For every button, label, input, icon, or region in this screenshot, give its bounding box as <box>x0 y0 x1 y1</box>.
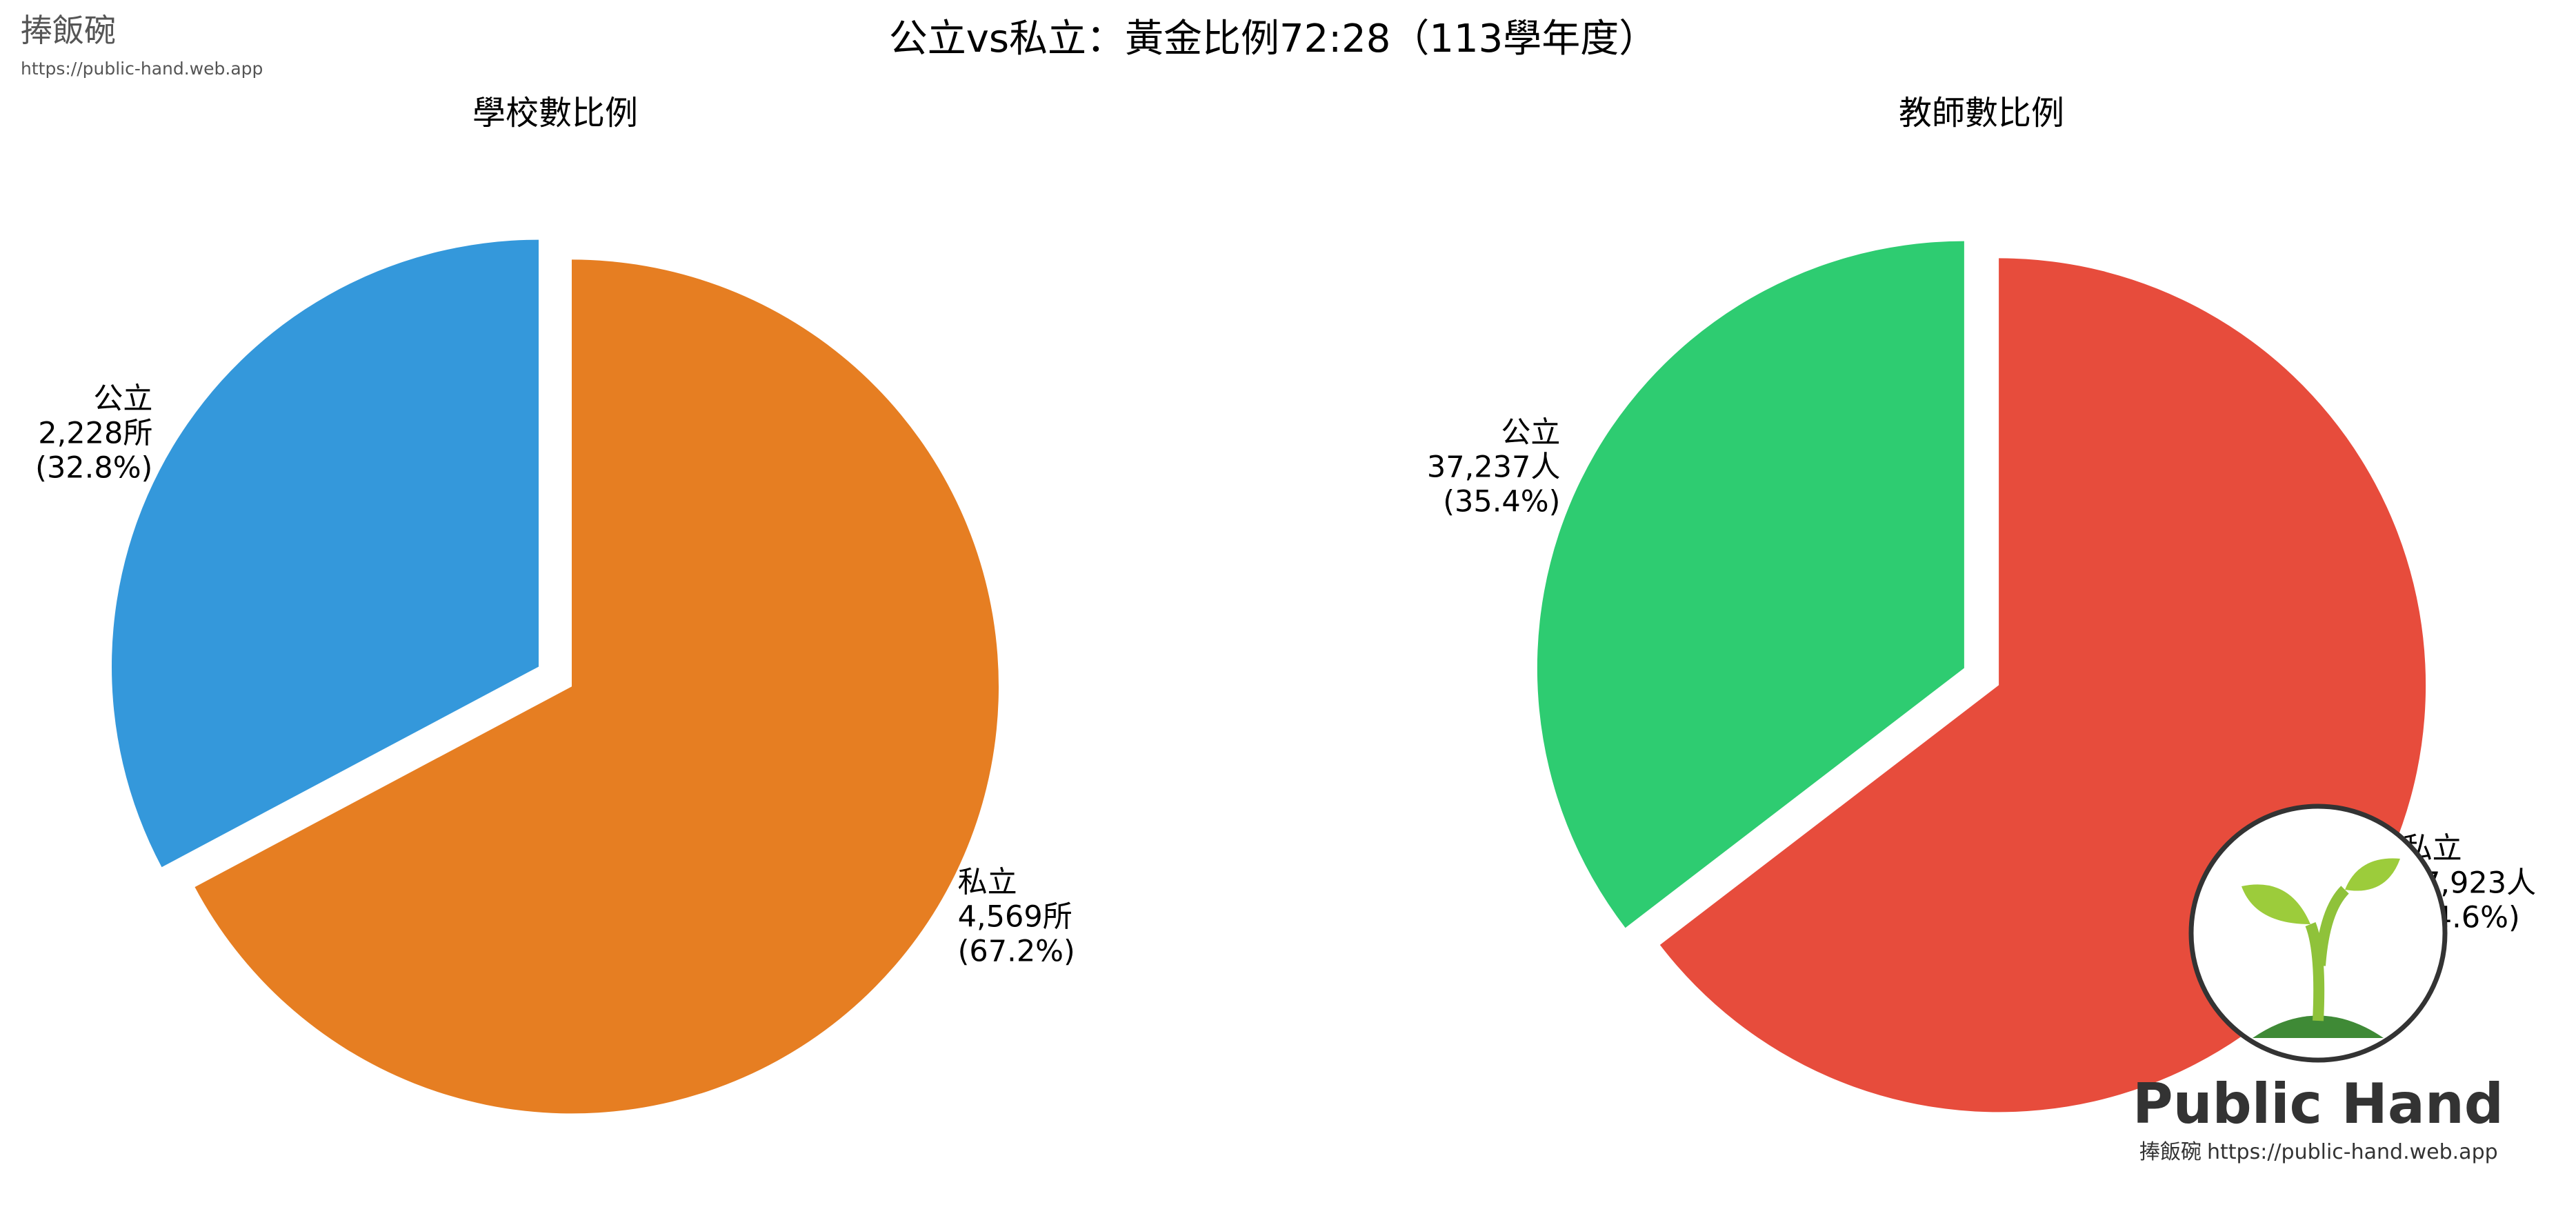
logo-ground <box>2253 1015 2384 1038</box>
logo-leaf <box>2345 858 2400 891</box>
logo-title: Public Hand <box>2133 1072 2504 1136</box>
slice-label-line: 4,569所 <box>958 899 1072 934</box>
slice-label: 公立 2,228所(32.8%) <box>35 381 152 485</box>
pie-slice <box>111 239 539 868</box>
logo: Public Hand 捧飯碗 https://public-hand.web.… <box>2133 804 2504 1164</box>
slice-label-line: 私立 <box>958 865 1017 899</box>
chart-title: 教師數比例 <box>1899 94 2064 132</box>
logo-url: https://public-hand.web.app <box>2207 1140 2498 1164</box>
slice-label: 公立 37,237人(35.4%) <box>1427 415 1560 519</box>
slice-label-line: 公立 <box>1501 415 1560 450</box>
logo-stem <box>2305 886 2349 1021</box>
pie-slice <box>1537 241 1964 928</box>
slice-label-line: (67.2%) <box>958 934 1075 968</box>
pie-slice <box>194 259 999 1114</box>
main-title: 公立vs私立：黃金比例72:28（113學年度） <box>889 17 1658 61</box>
brand-name: 捧飯碗 <box>21 12 116 49</box>
slice-label-line: (32.8%) <box>35 450 152 485</box>
logo-name: 捧飯碗 <box>2139 1140 2201 1164</box>
slice-label: 私立 4,569所(67.2%) <box>958 865 1075 968</box>
chart-title: 學校數比例 <box>472 94 638 132</box>
brand-url: https://public-hand.web.app <box>21 59 263 79</box>
logo-leaf <box>2241 884 2310 924</box>
slice-label-line: 2,228所 <box>38 416 152 450</box>
slice-label-line: 37,237人 <box>1427 450 1560 484</box>
slice-label-line: 公立 <box>93 381 152 416</box>
slice-label-line: (35.4%) <box>1443 484 1560 519</box>
